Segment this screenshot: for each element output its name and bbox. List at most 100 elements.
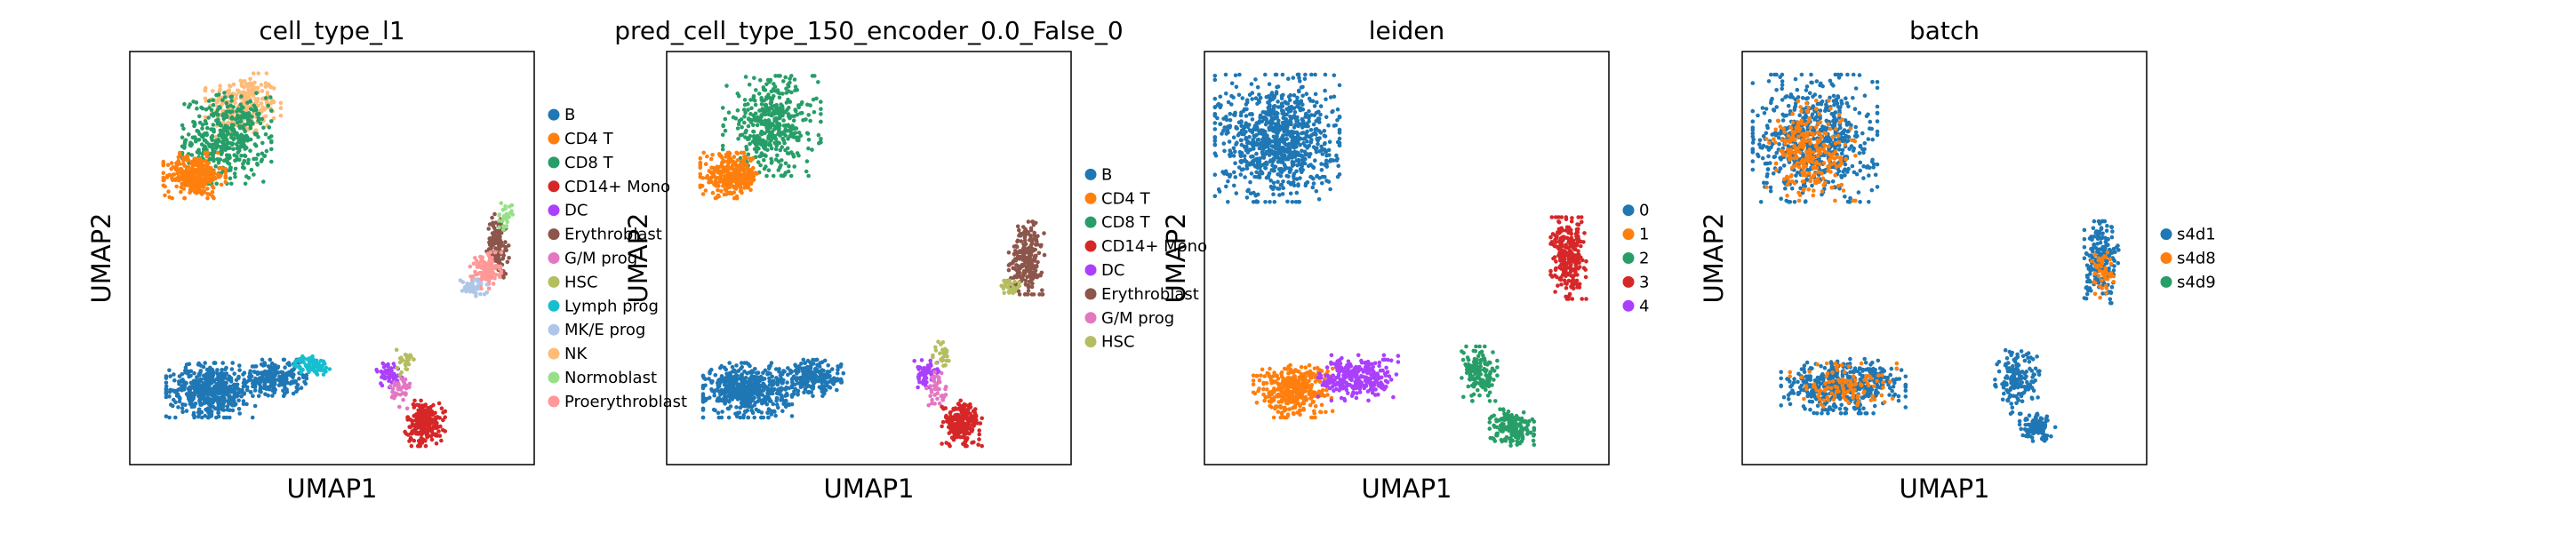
scatter-point	[710, 190, 716, 195]
scatter-point	[788, 99, 793, 104]
scatter-point	[1223, 72, 1228, 77]
scatter-point	[712, 393, 716, 398]
scatter-point	[779, 102, 783, 107]
scatter-point	[764, 164, 768, 169]
scatter-point	[281, 375, 285, 379]
scatter-point	[212, 370, 216, 375]
scatter-point	[745, 371, 749, 376]
scatter-point	[252, 370, 257, 375]
scatter-point	[932, 378, 936, 384]
scatter-point	[786, 123, 791, 128]
scatter-point	[208, 365, 212, 370]
scatter-point	[752, 147, 757, 152]
scatter-point	[940, 442, 944, 446]
scatter-point	[213, 135, 219, 139]
scatter-point	[401, 397, 405, 402]
scatter-point	[769, 161, 774, 165]
scatter-point	[835, 387, 839, 393]
scatter-point	[1308, 128, 1314, 132]
scatter-point	[924, 386, 929, 391]
scatter-point	[236, 107, 242, 112]
scatter-point	[440, 427, 445, 433]
scatter-point	[744, 176, 748, 181]
scatter-point	[819, 99, 823, 104]
scatter-point	[730, 390, 734, 394]
scatter-point	[1318, 104, 1324, 108]
scatter-point	[1313, 91, 1318, 97]
scatter-point	[509, 209, 514, 213]
scatter-point	[176, 387, 180, 393]
scatter-point	[211, 89, 215, 93]
scatter-point	[265, 91, 270, 95]
scatter-point	[931, 354, 935, 360]
scatter-point	[499, 269, 504, 274]
scatter-point	[761, 388, 766, 393]
legend-label: NK	[564, 345, 588, 363]
scatter-point	[250, 415, 255, 420]
scatter-point	[725, 176, 730, 181]
scatter-point	[476, 279, 481, 284]
scatter-point	[503, 206, 508, 211]
scatter-point	[235, 155, 239, 159]
scatter-point	[217, 374, 222, 378]
scatter-point	[505, 219, 509, 225]
scatter-point	[191, 410, 196, 416]
scatter-point	[204, 373, 209, 378]
scatter-point	[745, 408, 750, 413]
scatter-point	[1212, 172, 1218, 177]
scatter-point	[728, 375, 733, 380]
scatter-point	[230, 408, 236, 413]
scatter-point	[327, 367, 332, 371]
scatter-point	[169, 161, 174, 165]
scatter-point	[1036, 251, 1042, 256]
scatter-point	[192, 392, 197, 397]
scatter-point	[776, 131, 780, 137]
scatter-point	[792, 164, 796, 169]
scatter-point	[510, 212, 515, 217]
scatter-point	[384, 370, 389, 375]
scatter-point	[189, 166, 195, 171]
scatter-point	[806, 138, 812, 142]
scatter-point	[701, 150, 706, 155]
scatter-point	[292, 372, 296, 378]
scatter-point	[759, 151, 764, 155]
scatter-point	[1013, 249, 1018, 253]
scatter-point	[191, 99, 196, 104]
scatter-point	[488, 242, 493, 246]
scatter-point	[710, 379, 715, 384]
scatter-point	[490, 215, 494, 220]
legend-item: Proerythroblast	[548, 393, 687, 411]
scatter-point	[260, 374, 265, 378]
scatter-point	[806, 113, 811, 117]
scatter-point	[243, 181, 248, 187]
scatter-point	[237, 411, 243, 416]
scatter-point	[759, 410, 764, 415]
scatter-point	[811, 97, 816, 102]
scatter-point	[175, 171, 180, 176]
scatter-point	[204, 121, 209, 126]
scatter-point	[1250, 117, 1255, 122]
scatter-point	[237, 363, 242, 368]
scatter-point	[735, 91, 740, 96]
scatter-point	[183, 180, 188, 186]
scatter-point	[759, 122, 764, 126]
scatter-point	[735, 410, 740, 416]
scatter-point	[164, 380, 169, 386]
scatter-point	[289, 379, 294, 385]
scatter-point	[380, 383, 385, 388]
plot-frame	[129, 51, 535, 465]
scatter-point	[940, 347, 945, 353]
scatter-point	[321, 372, 326, 377]
scatter-point	[420, 441, 425, 445]
scatter-point	[197, 114, 202, 119]
scatter-point	[239, 83, 244, 87]
scatter-point	[790, 380, 795, 385]
scatter-point	[733, 378, 738, 384]
scatter-point	[435, 415, 439, 419]
scatter-point	[977, 428, 981, 433]
scatter-point	[167, 368, 172, 373]
scatter-point	[501, 224, 506, 228]
scatter-point	[763, 118, 768, 123]
scatter-point	[209, 410, 214, 414]
scatter-point	[1323, 72, 1328, 77]
